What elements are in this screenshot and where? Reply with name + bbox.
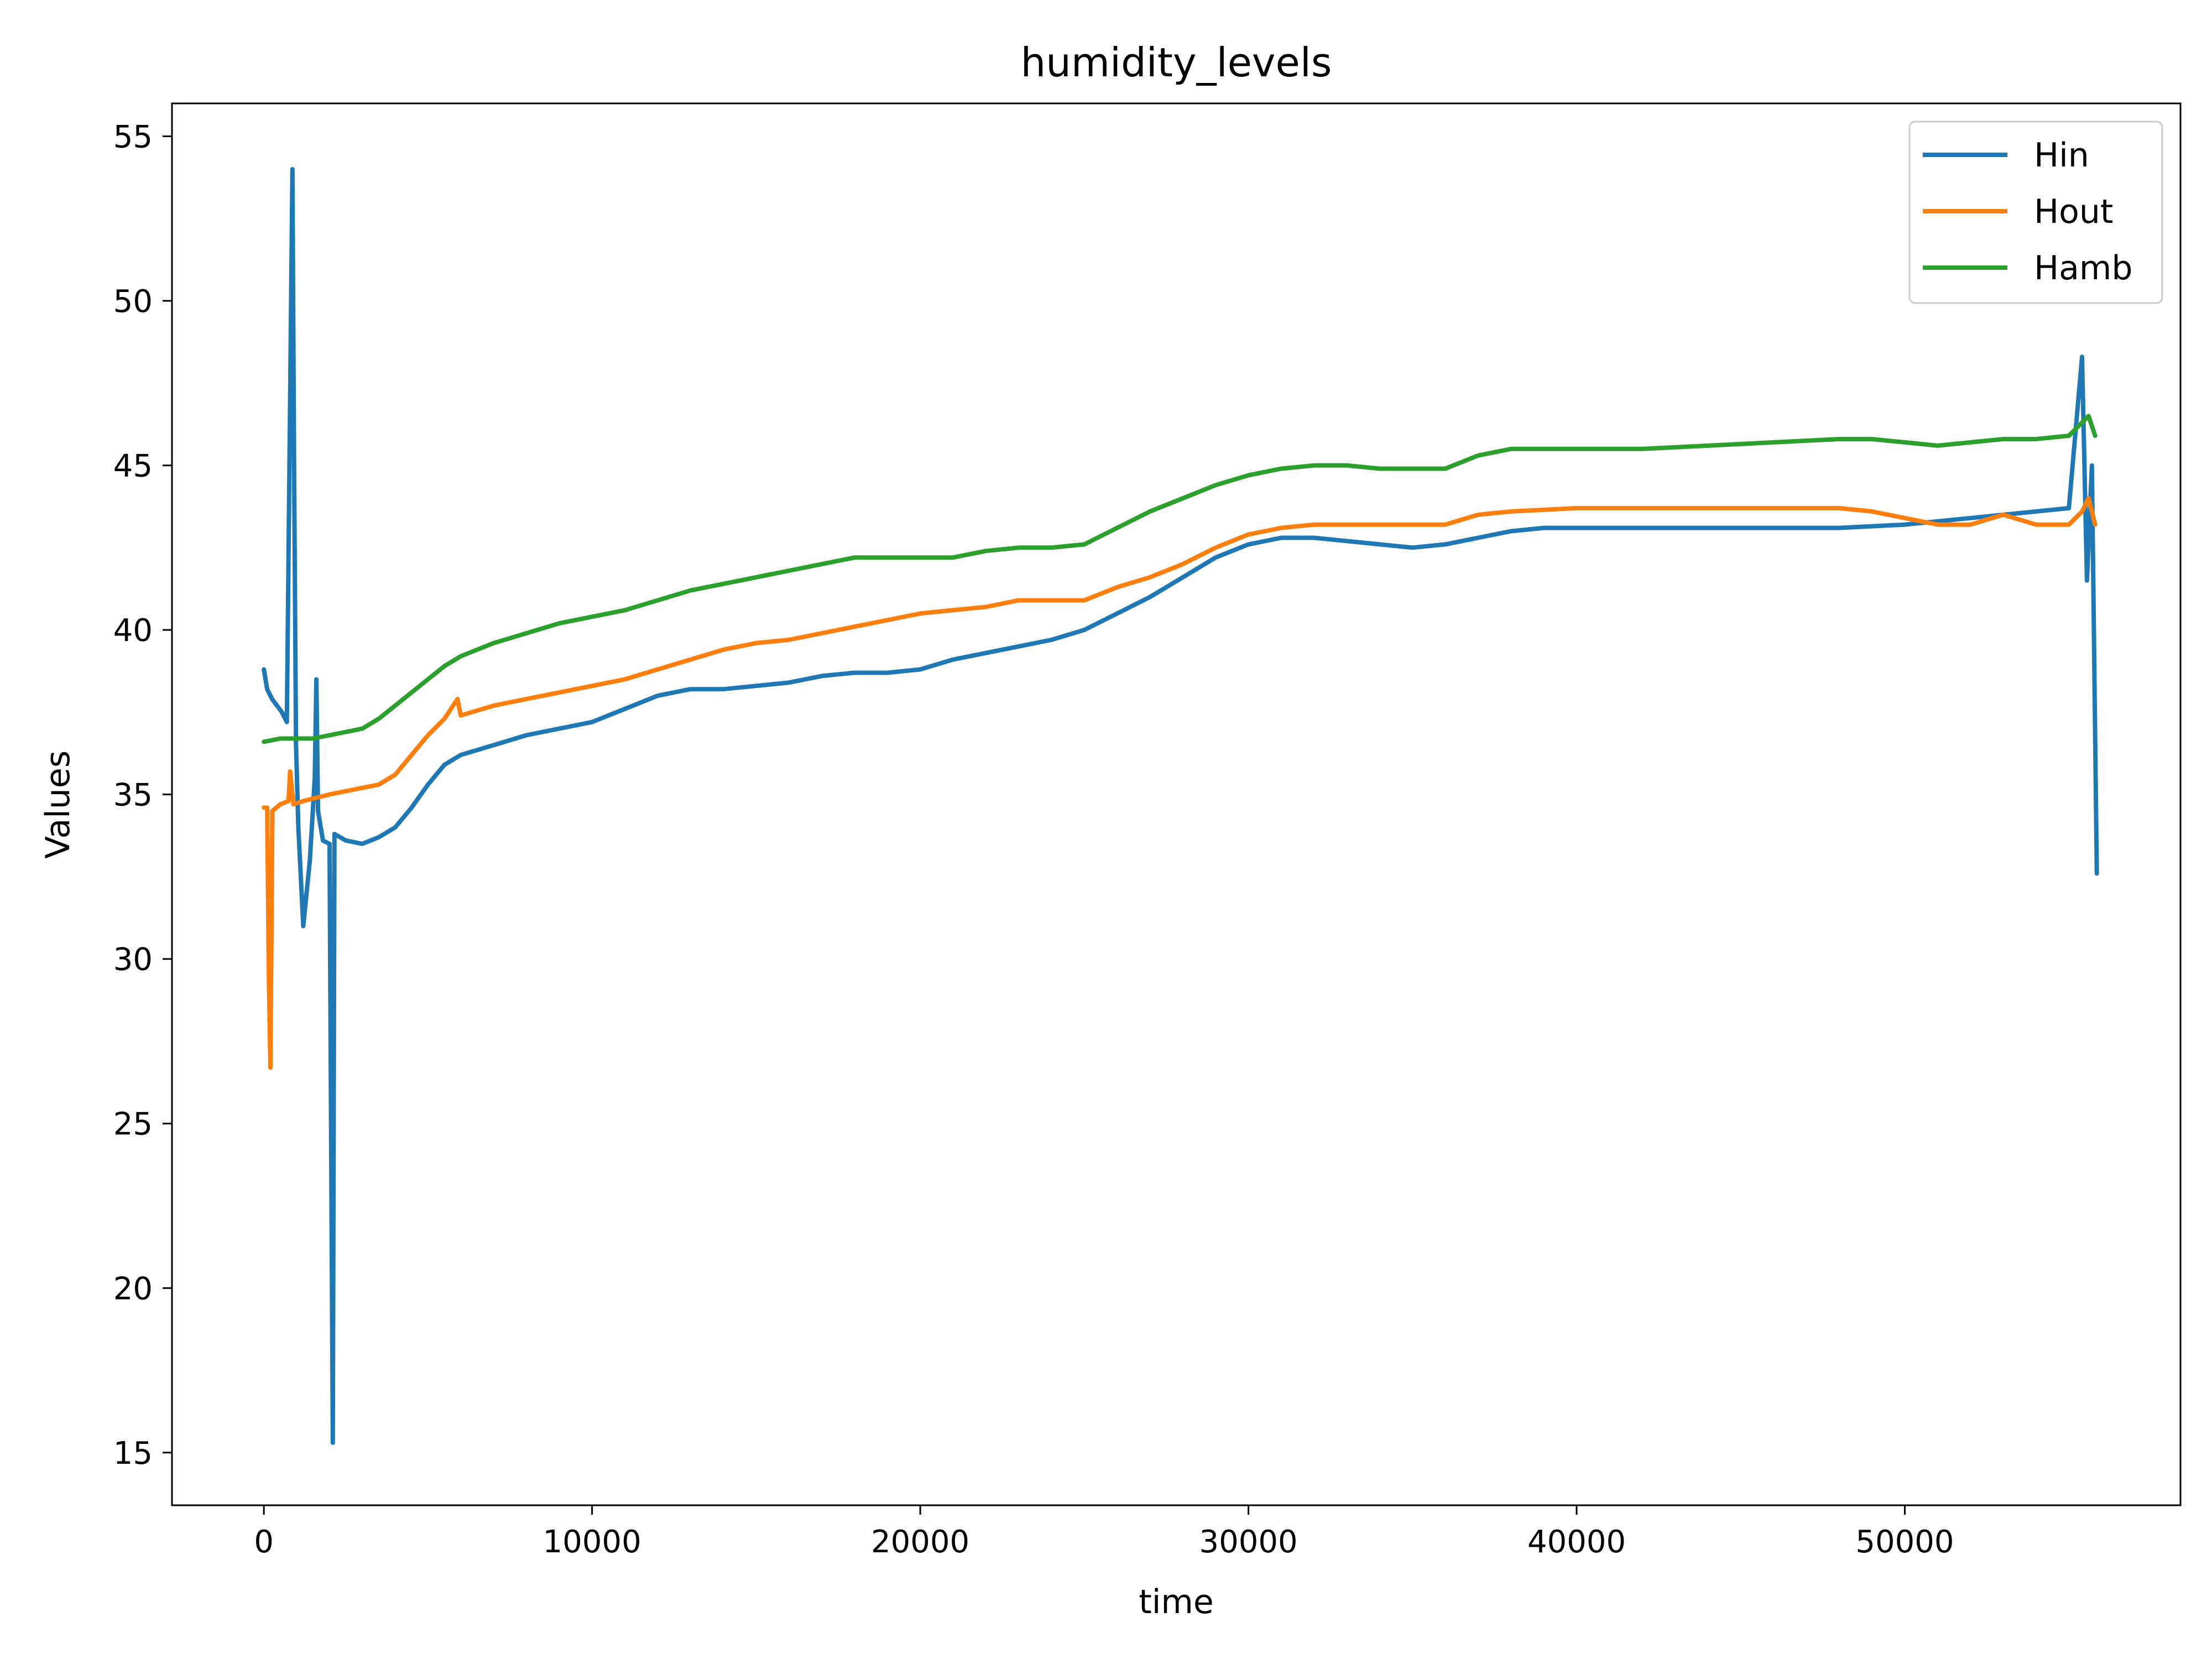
legend-label-hout: Hout [2034,192,2113,231]
y-tick-label: 25 [113,1107,153,1142]
y-tick-label: 35 [113,778,153,813]
legend-label-hamb: Hamb [2034,249,2132,288]
legend-frame [1908,121,2163,304]
y-tick-label: 40 [113,613,153,649]
x-tick-label: 20000 [871,1524,969,1560]
series-line-hout [262,496,2098,1070]
axis-ticks: 0 10000 20000 30000 40000 50000 15 20 25 30 35 40 45… [113,119,1954,1560]
series-line-hin [262,167,2099,1445]
plot-area-frame [171,102,2182,1506]
x-tick-label: 30000 [1199,1524,1297,1560]
y-axis-label: Values [39,750,77,859]
x-tick-label: 10000 [543,1524,641,1560]
y-tick-label: 20 [113,1271,153,1307]
x-axis-label: time [1139,1583,1214,1621]
y-tick-label: 55 [113,119,153,155]
chart-title: humidity_levels [1021,39,1332,86]
x-tick-label: 0 [254,1524,274,1560]
x-tick-label: 50000 [1855,1524,1954,1560]
y-tick-label: 15 [113,1436,153,1472]
y-tick-label: 50 [113,284,153,320]
legend: Hin Hout Hamb [1908,121,2163,304]
series-line-hamb [262,414,2098,744]
legend-label-hin: Hin [2034,136,2089,175]
series-layer [262,167,2099,1445]
y-tick-label: 45 [113,448,153,484]
y-tick-label: 30 [113,942,153,978]
x-tick-label: 40000 [1527,1524,1626,1560]
